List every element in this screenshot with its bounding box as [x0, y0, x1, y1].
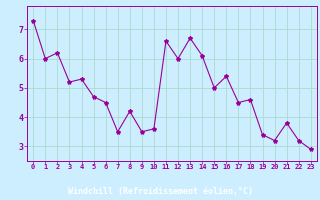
- Text: Windchill (Refroidissement éolien,°C): Windchill (Refroidissement éolien,°C): [68, 187, 252, 196]
